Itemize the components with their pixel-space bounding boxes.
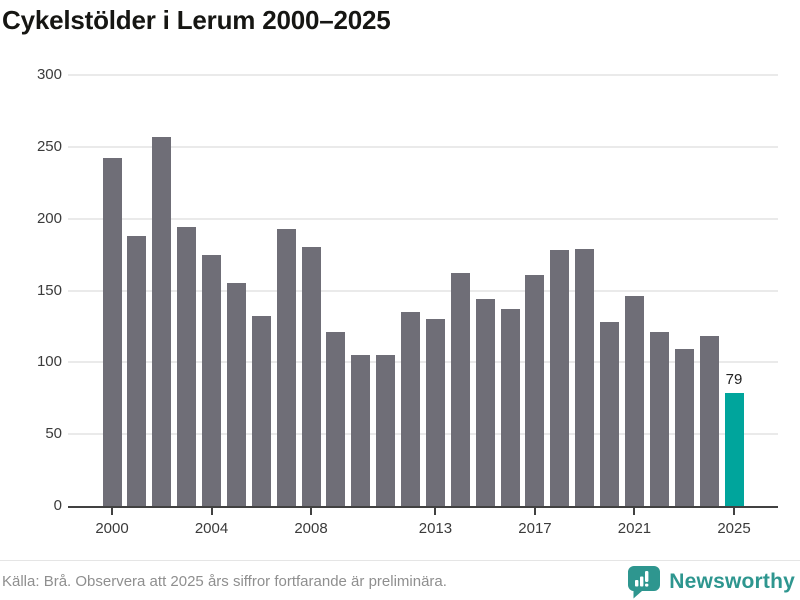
- source-note: Källa: Brå. Observera att 2025 års siffr…: [2, 573, 447, 590]
- x-tick-label-2021: 2021: [617, 520, 652, 537]
- y-tick-label-300: 300: [36, 66, 62, 83]
- newsworthy-logo-text: Newsworthy: [669, 569, 795, 593]
- bar-2011: [376, 355, 396, 506]
- y-tick-label-0: 0: [53, 497, 62, 514]
- bar-2019: [575, 248, 595, 506]
- bar-2020: [600, 322, 620, 506]
- gridline-300: [68, 74, 778, 76]
- y-tick-label-250: 250: [36, 137, 62, 155]
- y-tick-label-150: 150: [36, 281, 62, 299]
- bar-2010: [351, 355, 371, 506]
- chart-title: Cykelstölder i Lerum 2000–2025: [2, 5, 391, 35]
- x-tick-label-2013: 2013: [418, 520, 453, 537]
- bar-2007: [276, 228, 296, 506]
- bar-2018: [550, 250, 570, 506]
- bar-2001: [127, 235, 147, 506]
- newsworthy-logo: Newsworthy: [626, 564, 795, 600]
- x-tick-label-2025: 2025: [717, 520, 751, 537]
- x-tick-2021: [633, 508, 636, 515]
- x-axis-line: [68, 506, 778, 508]
- x-tick-2017: [533, 508, 536, 515]
- bar-2003: [177, 227, 197, 506]
- newsworthy-logo-icon: [628, 565, 661, 598]
- gridline-200: [68, 217, 778, 220]
- bar-2000: [102, 158, 122, 506]
- footer-divider: [0, 560, 800, 561]
- bar-2016: [500, 309, 520, 506]
- gridline-100: [68, 361, 778, 364]
- y-tick-label-50: 50: [45, 425, 62, 443]
- x-tick-label-2008: 2008: [294, 520, 328, 537]
- bar-2005: [226, 283, 246, 506]
- bar-2022: [649, 332, 669, 506]
- bar-2023: [674, 349, 694, 506]
- bar-2002: [152, 136, 172, 506]
- y-tick-label-100: 100: [36, 353, 62, 371]
- x-tick-2013: [434, 508, 437, 515]
- x-tick-2025: [733, 508, 735, 515]
- bar-2025: [724, 392, 744, 506]
- footer: Källa: Brå. Observera att 2025 års siffr…: [2, 563, 795, 600]
- bar-2008: [301, 247, 321, 506]
- bar-2015: [475, 299, 495, 506]
- bar-2013: [425, 319, 445, 506]
- x-tick-label-2000: 2000: [95, 520, 129, 537]
- x-tick-2000: [111, 508, 113, 515]
- bar-2017: [525, 274, 545, 506]
- bar-2006: [251, 316, 271, 506]
- bar-2021: [624, 296, 644, 506]
- gridline-50: [68, 433, 778, 436]
- x-tick-label-2017: 2017: [518, 520, 552, 537]
- x-tick-2008: [310, 508, 313, 515]
- y-tick-label-200: 200: [36, 209, 62, 227]
- gridline-150: [68, 289, 778, 292]
- bar-2024: [699, 336, 719, 506]
- bar-value-label-2025: 79: [725, 370, 743, 388]
- gridline-250: [68, 145, 778, 148]
- bar-2004: [202, 254, 222, 506]
- bar-2014: [450, 273, 470, 506]
- x-tick-2004: [210, 508, 213, 515]
- bar-2009: [326, 332, 346, 506]
- x-tick-label-2004: 2004: [194, 520, 229, 537]
- bar-2012: [401, 312, 421, 506]
